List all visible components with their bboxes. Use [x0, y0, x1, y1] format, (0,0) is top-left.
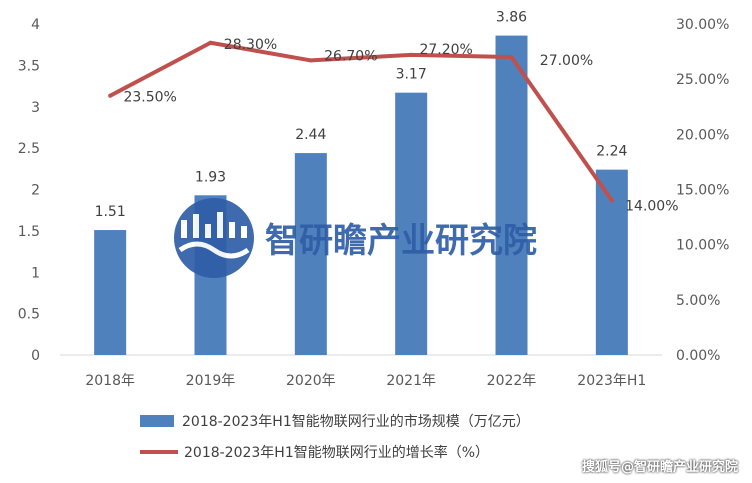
legend-label-market-size: 2018-2023年H1智能物联网行业的市场规模（万亿元）: [182, 414, 530, 430]
bar-data-labels: 1.51 1.93 2.44 3.17 3.86 2.24: [95, 10, 628, 220]
bar-data-label: 1.51: [95, 204, 126, 220]
bar: [94, 230, 127, 355]
y-left-tick-label: 0: [31, 348, 40, 364]
footer-source: 搜狐号@智研瞻产业研究院: [581, 460, 738, 475]
legend-item-market-size: 2018-2023年H1智能物联网行业的市场规模（万亿元）: [140, 410, 700, 432]
legend-label-growth-rate: 2018-2023年H1智能物联网行业的增长率（%）: [184, 445, 490, 461]
bar-series: [94, 35, 628, 356]
y-right-tick-label: 10.00%: [676, 238, 729, 254]
x-axis: 2018年 2019年 2020年 2021年 2022年 2023年H1: [85, 373, 646, 389]
line-series: [108, 40, 614, 203]
watermark-logo: 智研瞻产业研究院: [174, 198, 537, 278]
y-right-tick-label: 25.00%: [676, 72, 729, 88]
bar: [395, 92, 428, 356]
left-y-axis: 0 0.5 1 1.5 2 2.5 3 3.5 4: [18, 17, 40, 364]
y-right-tick-label: 5.00%: [676, 293, 720, 309]
right-y-axis: 0.00% 5.00% 10.00% 15.00% 20.00% 25.00% 30.00%: [676, 17, 729, 364]
line-point: [409, 52, 414, 57]
line-data-labels: 23.50% 28.30% 26.70% 27.20% 27.00% 14.00%: [123, 37, 678, 215]
y-left-tick-label: 3: [31, 100, 40, 116]
legend-line-swatch: [140, 450, 178, 454]
legend: 2018-2023年H1智能物联网行业的市场规模（万亿元） 2018-2023年…: [140, 410, 700, 463]
bar: [495, 35, 528, 356]
growth-rate-line: [109, 40, 614, 202]
line-data-label: 27.20%: [419, 42, 472, 58]
y-right-tick-label: 20.00%: [676, 127, 729, 143]
line-point: [108, 93, 113, 98]
x-tick-label: 2023年H1: [577, 373, 646, 389]
y-left-tick-label: 3.5: [18, 58, 40, 74]
y-left-tick-label: 2: [31, 183, 40, 199]
line-data-label: 23.50%: [123, 90, 176, 106]
line-point: [208, 40, 213, 45]
x-tick-label: 2022年: [487, 373, 537, 389]
bar-data-label: 3.17: [396, 67, 427, 83]
line-data-label: 14.00%: [625, 199, 678, 215]
x-tick-label: 2020年: [286, 373, 336, 389]
y-left-tick-label: 0.5: [18, 307, 40, 323]
line-point: [509, 55, 514, 60]
line-data-label: 26.70%: [324, 48, 377, 64]
x-tick-label: 2018年: [85, 373, 135, 389]
bar-data-label: 1.93: [195, 169, 226, 185]
y-left-tick-label: 1: [31, 265, 40, 281]
bar-data-label: 3.86: [496, 10, 527, 26]
y-right-tick-label: 0.00%: [676, 348, 720, 364]
line-point: [609, 198, 614, 203]
line-point: [308, 58, 313, 63]
watermark-text: 智研瞻产业研究院: [265, 221, 537, 261]
bar-data-label: 2.44: [295, 127, 326, 143]
line-data-label: 27.00%: [540, 53, 593, 69]
x-tick-label: 2021年: [386, 373, 436, 389]
y-right-tick-label: 15.00%: [676, 183, 729, 199]
line-data-label: 28.30%: [224, 37, 277, 53]
y-left-tick-label: 1.5: [18, 224, 40, 240]
bar: [294, 153, 327, 355]
legend-item-growth-rate: 2018-2023年H1智能物联网行业的增长率（%）: [140, 441, 700, 463]
y-right-tick-label: 30.00%: [676, 17, 729, 33]
y-left-tick-label: 4: [31, 17, 40, 33]
x-tick-label: 2019年: [186, 373, 236, 389]
bar-data-label: 2.24: [596, 144, 627, 160]
legend-bar-swatch: [140, 415, 174, 427]
y-left-tick-label: 2.5: [18, 141, 40, 157]
